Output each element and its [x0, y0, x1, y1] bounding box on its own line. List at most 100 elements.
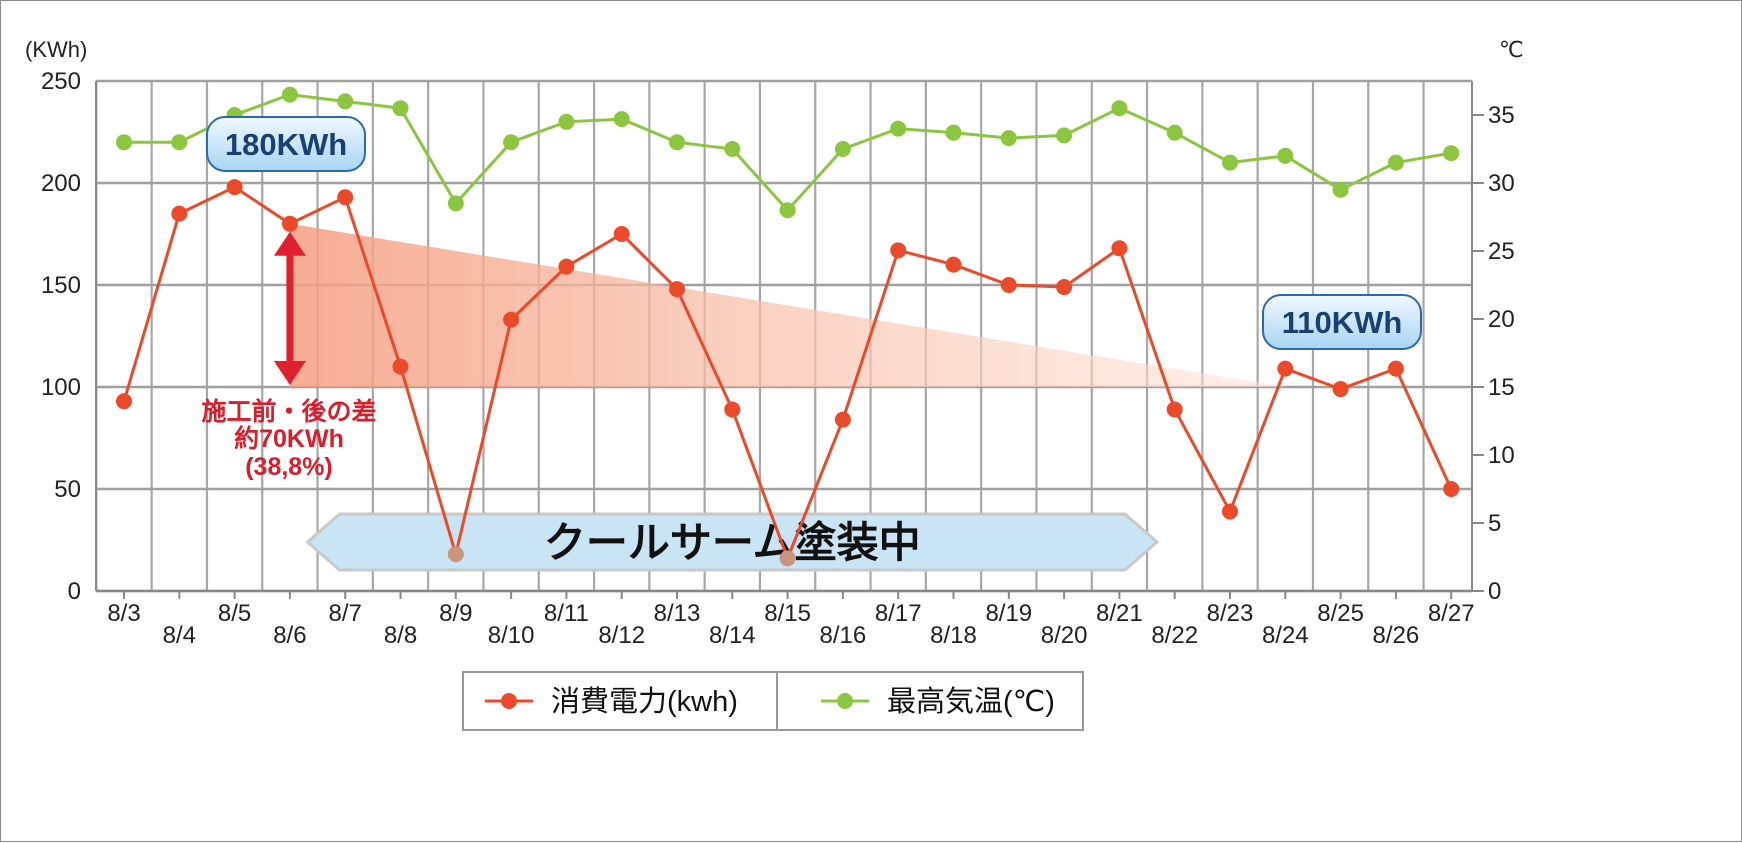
right-tick-label: 0 — [1488, 578, 1501, 605]
x-tick-label: 8/26 — [1373, 622, 1420, 649]
temperature-point — [1222, 154, 1238, 171]
difference-label-line-2: 約70KWh — [234, 424, 344, 453]
power-point — [1222, 503, 1238, 520]
temperature-point — [613, 111, 630, 128]
power-point — [724, 401, 741, 418]
difference-label-line-3: (38,8%) — [245, 453, 333, 481]
right-tick-label: 35 — [1488, 102, 1515, 129]
x-tick-label: 8/18 — [930, 622, 977, 649]
x-tick-label: 8/20 — [1041, 622, 1088, 649]
axes: 0 50 100 150 200 250 0 5 10 15 20 25 30 35 8/3 8/4 8/5 8/… — [41, 68, 1515, 649]
left-tick-label: 200 — [41, 170, 81, 197]
temperature-point — [558, 113, 575, 130]
temperature-point — [116, 134, 132, 151]
temperature-point — [1111, 100, 1128, 117]
power-point — [116, 393, 132, 410]
temperature-point — [337, 93, 354, 110]
power-point — [337, 189, 354, 206]
left-axis-unit: (KWh) — [25, 37, 87, 62]
power-point — [447, 546, 464, 563]
legend-box — [462, 671, 1084, 731]
power-point — [503, 311, 520, 328]
temperature-point — [1000, 130, 1017, 147]
power-point — [1443, 481, 1460, 497]
power-point — [1166, 401, 1183, 418]
right-tick-label: 30 — [1488, 170, 1515, 197]
power-point — [392, 358, 409, 375]
power-point — [171, 205, 188, 222]
x-tick-label: 8/4 — [163, 622, 196, 649]
before-callout: 180KWh — [206, 116, 366, 172]
temperature-point — [392, 100, 409, 117]
x-tick-label: 8/23 — [1207, 600, 1254, 627]
legend-label-temperature: 最高気温(℃) — [887, 685, 1055, 718]
x-tick-label: 8/3 — [107, 600, 140, 627]
temperature-point — [503, 134, 520, 151]
power-point — [945, 256, 962, 273]
temperature-point — [171, 134, 188, 151]
power-point — [1277, 360, 1294, 377]
series-lines — [116, 86, 1460, 567]
temperature-point — [1056, 127, 1073, 144]
x-tick-label: 8/16 — [820, 622, 867, 649]
legend-label-power: 消費電力(kwh) — [551, 685, 738, 718]
legend-swatch-power-dot — [501, 693, 517, 709]
power-point — [1111, 240, 1128, 257]
power-point — [1000, 277, 1017, 293]
x-tick-label: 8/15 — [764, 600, 811, 627]
right-tick-label: 20 — [1488, 306, 1515, 333]
difference-wedge-shape — [289, 223, 1286, 387]
x-tick-label: 8/10 — [488, 622, 535, 649]
coating-banner: クールサーム塗装中 — [305, 512, 1160, 572]
right-tick-label: 5 — [1488, 510, 1501, 537]
after-callout-label: 110KWh — [1282, 305, 1403, 340]
temperature-point — [1332, 181, 1349, 198]
x-tick-label: 8/9 — [439, 600, 472, 627]
temperature-point — [945, 124, 962, 141]
left-tick-label: 50 — [54, 476, 81, 503]
temperature-point — [1166, 124, 1183, 141]
power-point — [281, 215, 298, 232]
x-tick-label: 8/19 — [985, 600, 1032, 627]
power-point — [558, 258, 575, 275]
temperature-point — [281, 86, 298, 103]
power-point — [1387, 360, 1404, 377]
x-tick-label: 8/5 — [218, 600, 251, 627]
temperature-point — [834, 141, 851, 157]
power-point — [1332, 381, 1349, 398]
right-axis-unit: ℃ — [1499, 37, 1524, 62]
temperature-point — [1443, 145, 1460, 162]
x-tick-label: 8/24 — [1262, 622, 1309, 649]
annotations: 180KWh 110KWh 施工前・後の差 約70KWh (38,8%) — [201, 116, 1422, 481]
power-point — [669, 281, 685, 298]
power-point — [890, 242, 907, 259]
temperature-point — [1387, 154, 1404, 171]
x-tick-label: 8/11 — [544, 600, 589, 627]
temperature-point — [779, 202, 796, 219]
temperature-point — [890, 120, 907, 137]
left-tick-label: 250 — [41, 68, 81, 95]
right-tick-label: 10 — [1488, 442, 1515, 469]
x-tick-label: 8/6 — [273, 622, 306, 649]
temperature-point — [447, 195, 464, 212]
temperature-point — [724, 141, 741, 157]
x-tick-label: 8/14 — [709, 622, 756, 649]
x-tick-label: 8/22 — [1151, 622, 1198, 649]
right-tick-label: 25 — [1488, 238, 1515, 265]
x-tick-label: 8/27 — [1428, 600, 1475, 627]
temperature-point — [669, 134, 685, 151]
x-tick-label: 8/25 — [1317, 600, 1364, 627]
legend-swatch-temperature-dot — [837, 693, 853, 709]
power-point — [613, 226, 630, 242]
power-point — [1056, 279, 1073, 296]
right-tick-label: 15 — [1488, 374, 1515, 401]
x-tick-label: 8/7 — [329, 600, 362, 627]
x-tick-label: 8/12 — [598, 622, 645, 649]
banner-label: クールサーム塗装中 — [544, 519, 921, 566]
difference-wedge — [289, 223, 1286, 387]
after-callout: 110KWh — [1262, 294, 1422, 350]
left-tick-label: 100 — [41, 374, 81, 401]
before-callout-label: 180KWh — [225, 127, 347, 162]
